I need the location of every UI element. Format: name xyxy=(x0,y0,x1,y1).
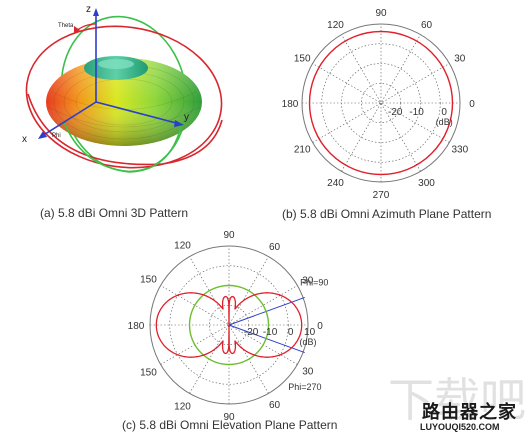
phi-label: Phi xyxy=(52,133,61,139)
panel-a-3d-pattern: z y x Theta Phi xyxy=(22,4,223,173)
elevation-angle-label-left: 150 xyxy=(140,368,157,379)
watermark-title: 路由器之家 xyxy=(422,402,517,423)
grid-ring-2 xyxy=(321,43,441,163)
theta-label: Theta xyxy=(58,23,74,29)
elevation-angle-label-right: 60 xyxy=(269,242,281,253)
y-axis xyxy=(95,101,181,125)
azimuth-angle-label: 270 xyxy=(373,190,390,201)
torus-shade xyxy=(46,58,202,146)
red-ring-front xyxy=(27,93,223,166)
phi270-label: Phi=270 xyxy=(288,382,321,392)
ring-label-minus10: -10 xyxy=(263,327,278,338)
azimuth-angle-label: 180 xyxy=(282,99,299,110)
azimuth-angle-label: 0 xyxy=(469,99,475,110)
grid-ring-2 xyxy=(169,265,289,385)
azimuth-angle-label: 60 xyxy=(421,20,433,31)
panel-c-caption: (c) 5.8 dBi Omni Elevation Plane Pattern xyxy=(122,418,338,432)
azimuth-angle-label: 120 xyxy=(327,20,344,31)
elevation-angle-label-left: 120 xyxy=(174,240,191,251)
elevation-pattern xyxy=(155,292,303,358)
x-axis-label: x xyxy=(22,134,27,145)
ring-label-minus20: -20 xyxy=(244,327,259,338)
green-ring-front xyxy=(63,121,183,173)
panel-b-caption: (b) 5.8 dBi Omni Azimuth Plane Pattern xyxy=(282,207,492,221)
panel-a-caption: (a) 5.8 dBi Omni 3D Pattern xyxy=(40,206,189,220)
elevation-angle-label-left: 180 xyxy=(128,321,145,332)
ring-label-minus10: -10 xyxy=(409,107,424,118)
z-axis-label: z xyxy=(86,4,91,15)
elevation-angle-label-right: 60 xyxy=(269,400,281,411)
top-lobe-hole xyxy=(98,59,134,69)
ring-label-minus20: -20 xyxy=(388,107,403,118)
y-axis-label: y xyxy=(184,112,189,123)
x-arrow xyxy=(38,131,47,139)
elevation-angle-label-right: 0 xyxy=(317,321,323,332)
azimuth-angle-label: 300 xyxy=(418,178,435,189)
watermark-ghost: 下载吧 xyxy=(388,373,526,427)
elevation-angle-label-right: 30 xyxy=(302,276,314,287)
elevation-angle-label-right: 90 xyxy=(223,230,235,241)
unit-label: (dB) xyxy=(299,337,316,347)
azimuth-angle-label: 150 xyxy=(294,54,311,65)
watermark-logo: 路由器之家 LUYOUQI520.COM xyxy=(420,396,526,434)
elevation-angle-label-right: 90 xyxy=(223,412,235,423)
phi90-label: Phi=90 xyxy=(300,278,328,288)
azimuth-angle-label: 240 xyxy=(327,178,344,189)
ring-label-10: 10 xyxy=(304,327,316,338)
elevation-green-circle xyxy=(188,284,270,366)
x-axis xyxy=(41,101,97,137)
ring-label-0: 0 xyxy=(441,107,447,118)
elevation-angle-label-left: 150 xyxy=(140,275,157,286)
azimuth-angle-label: 330 xyxy=(451,145,468,156)
unit-label: (dB) xyxy=(436,117,453,127)
theta-arrow xyxy=(74,26,80,34)
red-azimuth-ring xyxy=(25,25,223,169)
ring-label-0: 0 xyxy=(288,327,294,338)
elevation-angle-label-left: 120 xyxy=(174,402,191,413)
phi90-direction xyxy=(228,296,305,326)
z-arrow xyxy=(93,8,99,16)
azimuth-angle-label: 210 xyxy=(294,145,311,156)
azimuth-angle-label: 30 xyxy=(454,54,466,65)
azimuth-angle-label: 90 xyxy=(375,8,387,19)
elevation-angle-label-right: 30 xyxy=(302,367,314,378)
y-arrow xyxy=(174,120,184,127)
azimuth-pattern xyxy=(308,30,454,176)
watermark-url: LUYOUQI520.COM xyxy=(420,422,500,432)
torus-mesh xyxy=(47,64,201,140)
